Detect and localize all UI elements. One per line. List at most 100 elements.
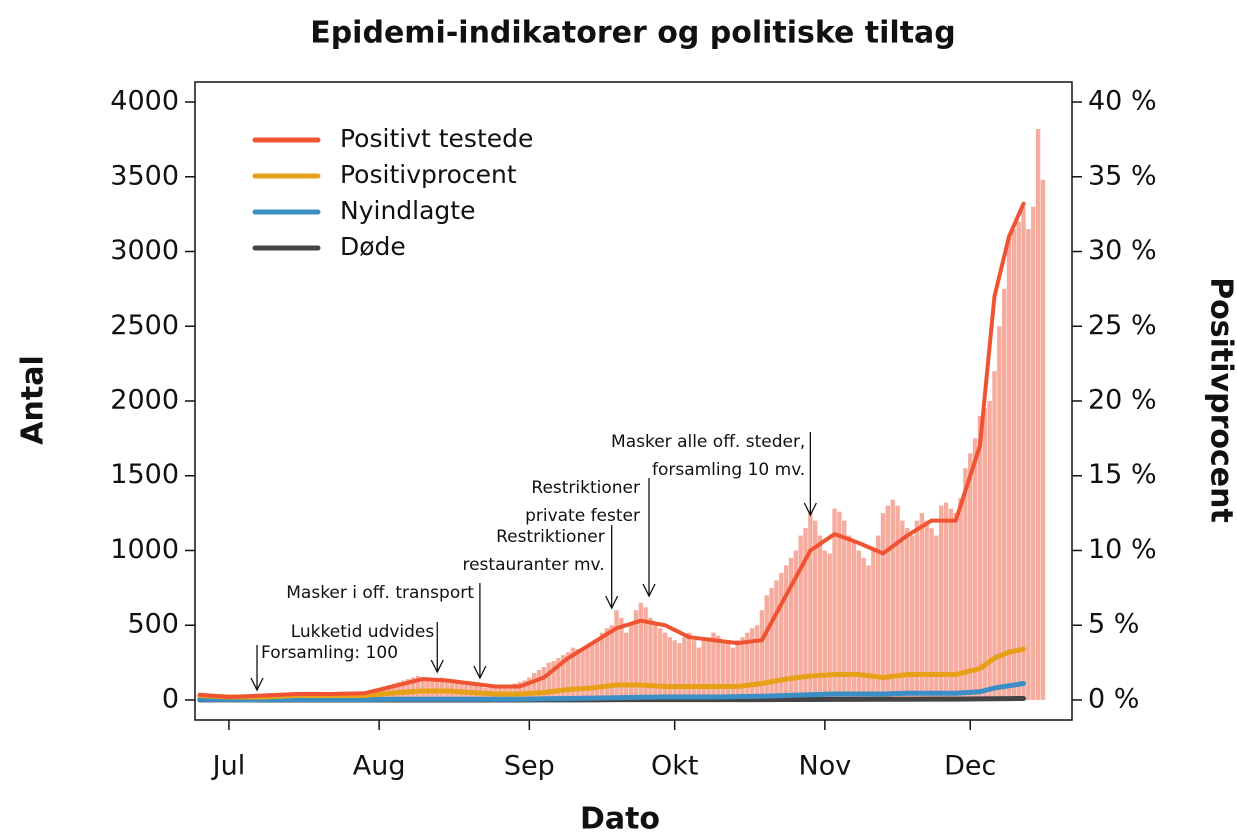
bar	[1006, 236, 1012, 700]
bar	[720, 640, 726, 700]
bar	[779, 572, 784, 700]
annotation: Restriktioner private fester	[525, 478, 656, 598]
x-tick-label: Nov	[799, 751, 852, 782]
bar	[764, 595, 769, 700]
bar	[570, 647, 576, 700]
bar	[963, 468, 968, 700]
bar	[948, 508, 954, 700]
y2-tick-label: 10 %	[1088, 534, 1157, 565]
y2-tick-label: 25 %	[1088, 310, 1157, 341]
bar	[687, 632, 692, 700]
bar	[909, 535, 915, 700]
bar	[648, 617, 653, 700]
bar	[1035, 128, 1041, 700]
annotation-arrowhead	[605, 595, 619, 610]
bar	[517, 682, 522, 700]
bar	[793, 550, 798, 700]
annotation-text: restauranter mv.	[462, 555, 604, 575]
bar	[953, 513, 958, 700]
annotation-arrowhead	[473, 665, 487, 680]
y-tick-label: 1500	[110, 459, 179, 490]
bar	[682, 637, 687, 700]
bar	[769, 587, 774, 700]
bar	[803, 528, 808, 700]
bar	[759, 610, 765, 700]
chart-title: Epidemi-indikatorer og politiske tiltag	[310, 16, 956, 51]
line-series	[197, 681, 1027, 703]
bar	[783, 565, 789, 700]
bar	[750, 628, 755, 700]
bar	[628, 625, 634, 700]
bar	[643, 607, 648, 700]
bar	[609, 625, 614, 700]
bar	[677, 643, 682, 700]
bar	[851, 543, 857, 700]
annotation: Masker i off. transport	[286, 583, 487, 680]
bar	[827, 553, 832, 700]
legend-label: Nyindlagte	[340, 196, 475, 225]
bar	[929, 528, 934, 700]
bar	[415, 676, 421, 700]
y-tick-label: 0	[162, 683, 179, 714]
bar	[754, 625, 760, 700]
annotation-text: Forsamling: 100	[261, 643, 398, 663]
bar	[774, 580, 779, 700]
annotation: Masker alle off. steder, forsamling 10 mv…	[611, 432, 817, 517]
bar	[856, 550, 861, 700]
bar	[696, 647, 702, 700]
legend-item: Positivt testede	[252, 124, 533, 153]
y2-tick-label: 35 %	[1088, 160, 1157, 191]
annotation-arrowhead	[250, 677, 264, 692]
y2-tick-label: 30 %	[1088, 235, 1157, 266]
bar	[934, 535, 939, 700]
bar	[924, 520, 929, 700]
bar	[808, 513, 813, 700]
bar	[880, 513, 886, 700]
annotation-arrowhead	[430, 659, 444, 674]
bar	[614, 610, 619, 700]
annotation-text: Masker alle off. steder,	[611, 432, 805, 452]
bar	[657, 628, 663, 700]
bar	[842, 520, 847, 700]
bar	[716, 635, 721, 700]
bar	[905, 528, 910, 700]
bar	[565, 652, 571, 700]
bar	[546, 662, 551, 700]
annotation-arrowhead	[803, 502, 817, 517]
bar	[410, 677, 416, 700]
y-tick-label: 4000	[110, 86, 179, 117]
bar	[706, 637, 711, 700]
bar	[701, 640, 706, 700]
bar	[890, 499, 895, 700]
bar	[895, 505, 900, 700]
bar	[672, 640, 677, 700]
bar	[691, 640, 697, 700]
bar	[531, 673, 537, 700]
bar	[982, 408, 987, 700]
annotation: Lukketid udvides	[291, 622, 444, 674]
y2-tick-label: 15 %	[1088, 459, 1157, 490]
x-tick-label: Sep	[504, 751, 555, 782]
legend-item: Døde	[252, 232, 406, 261]
bar	[798, 535, 803, 700]
bar	[1031, 206, 1036, 700]
y-tick-label: 2500	[110, 310, 179, 341]
x-tick-label: Jul	[211, 751, 246, 782]
annotation-text: Masker i off. transport	[286, 583, 474, 603]
y2-axis-label: Positivprocent	[1204, 277, 1237, 523]
bar	[1040, 179, 1046, 700]
bar	[900, 520, 905, 700]
annotation-text: Restriktioner	[496, 527, 605, 547]
y-tick-label: 500	[127, 609, 179, 640]
bar	[633, 610, 639, 700]
bar	[624, 632, 629, 700]
y-tick-label: 3000	[110, 235, 179, 266]
bar	[522, 680, 527, 700]
bar	[1016, 221, 1021, 700]
annotation-text: forsamling 10 mv.	[652, 460, 805, 480]
bar	[968, 453, 973, 700]
bar	[561, 655, 566, 700]
legend-label: Positivprocent	[340, 160, 517, 189]
y2-tick-label: 20 %	[1088, 385, 1157, 416]
